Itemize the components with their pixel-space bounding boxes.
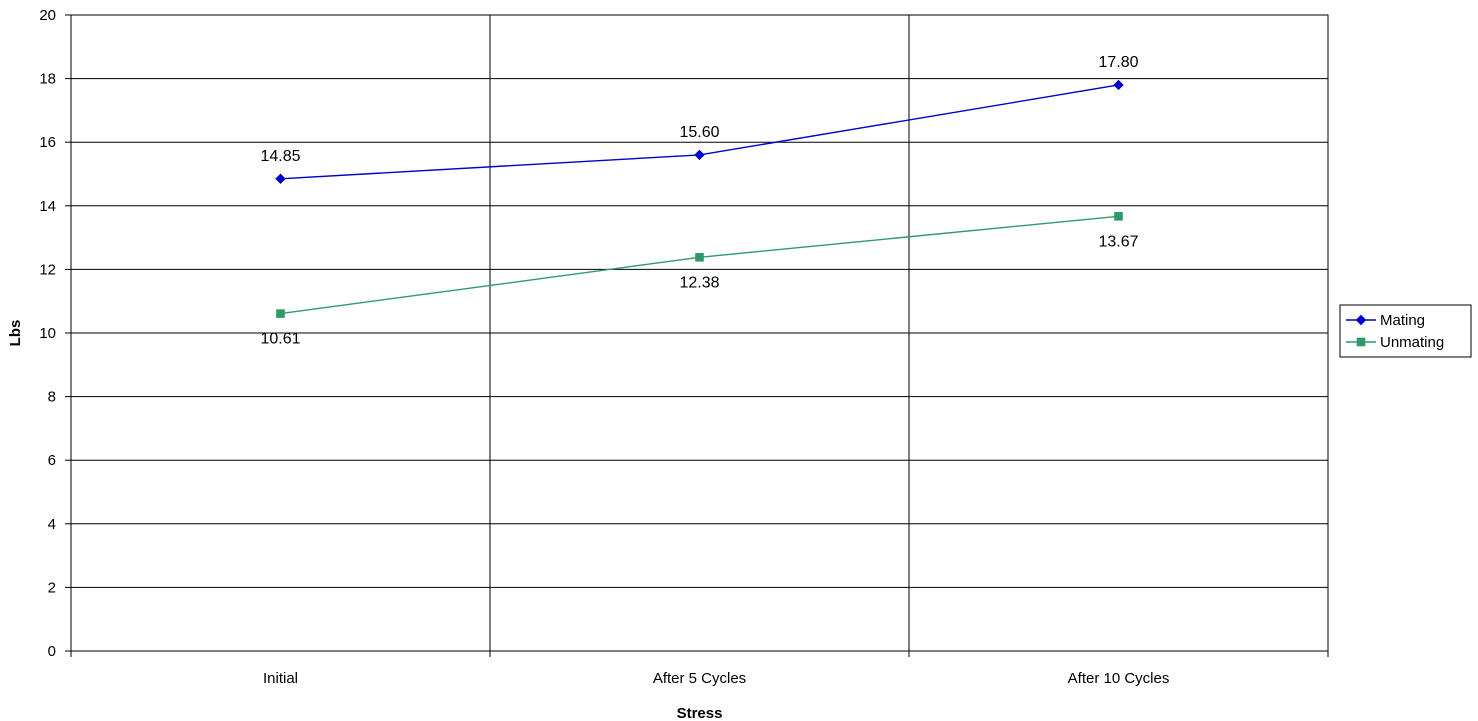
y-tick-labels: 0 2 4 6 8 10 12 14 16 18 20	[39, 7, 56, 660]
legend-item-unmating: Unmating	[1346, 334, 1444, 351]
axes	[65, 14, 1329, 657]
data-point-unmating	[1114, 211, 1123, 221]
data-labels: 14.85 15.60 17.80 10.61 12.38 13.67	[260, 54, 1138, 348]
legend-item-mating: Mating	[1346, 312, 1425, 329]
x-tick-label: After 10 Cycles	[1068, 670, 1170, 687]
legend-label-mating: Mating	[1380, 312, 1425, 329]
y-tick-label: 8	[48, 389, 56, 406]
y-tick-label: 20	[39, 7, 56, 24]
x-tick-labels: Initial After 5 Cycles After 10 Cycles	[263, 670, 1169, 687]
series-unmating	[276, 211, 1123, 318]
data-point-mating	[275, 173, 286, 184]
legend-box	[1339, 304, 1472, 358]
x-axis-title: Stress	[677, 705, 723, 721]
series-lines	[275, 79, 1124, 318]
y-tick-label: 2	[48, 579, 56, 596]
y-tick-label: 12	[39, 261, 56, 278]
y-tick-label: 18	[39, 71, 56, 88]
y-tick-label: 0	[48, 643, 56, 660]
x-tick-label: Initial	[263, 670, 298, 687]
data-point-mating	[694, 149, 705, 161]
data-label-mating: 15.60	[679, 124, 719, 141]
data-label-mating: 17.80	[1098, 54, 1138, 71]
y-axis-title: Lbs	[7, 320, 24, 347]
y-tick-label: 6	[48, 452, 56, 469]
y-tick-label: 14	[39, 198, 56, 215]
legend-marker-mating	[1355, 314, 1367, 326]
series-line-unmating	[280, 215, 1119, 315]
data-point-unmating	[695, 253, 704, 262]
y-tick-label: 4	[48, 516, 56, 533]
data-label-mating: 14.85	[260, 148, 300, 165]
data-label-unmating: 10.61	[260, 331, 300, 348]
data-point-mating	[1113, 79, 1124, 91]
y-tick-label: 16	[39, 134, 56, 151]
legend-marker-unmating	[1356, 337, 1366, 347]
data-label-unmating: 13.67	[1098, 233, 1138, 250]
x-tick-label: After 5 Cycles	[653, 670, 746, 687]
legend-label-unmating: Unmating	[1380, 334, 1444, 351]
data-point-unmating	[276, 309, 285, 318]
data-label-unmating: 12.38	[679, 274, 719, 291]
y-tick-label: 10	[39, 325, 56, 342]
legend: Mating Unmating	[1339, 304, 1472, 358]
series-mating	[275, 79, 1124, 184]
